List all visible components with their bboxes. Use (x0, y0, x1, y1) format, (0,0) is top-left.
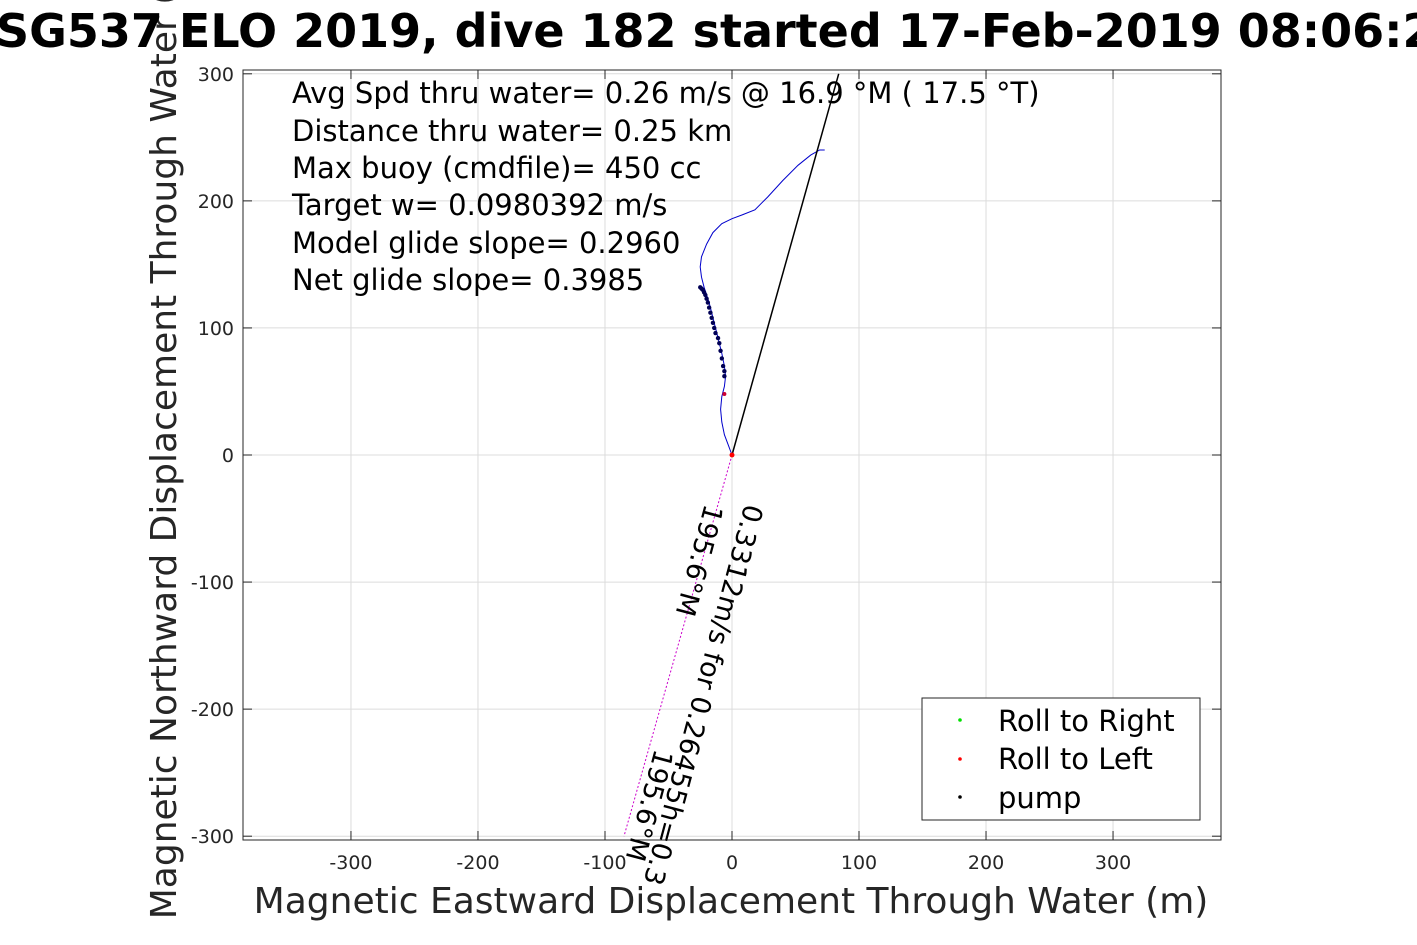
x-tick-label: 0 (726, 852, 738, 874)
legend-box (921, 697, 1201, 821)
legend-marker-pump (958, 795, 962, 799)
y-tick-label: 0 (222, 445, 234, 467)
pump-point (722, 368, 727, 374)
annotation-distance: Distance thru water= 0.25 km (292, 114, 732, 148)
pump-point (706, 305, 712, 310)
y-tick-label: -200 (191, 699, 234, 721)
pump-point (709, 315, 714, 320)
annotation-net-glide: Net glide slope= 0.3985 (292, 263, 644, 297)
pump-point (720, 363, 726, 369)
x-tick-label: -200 (456, 852, 499, 874)
pump-point (704, 296, 709, 301)
y-tick-label: 300 (198, 64, 234, 86)
y-tick-label: -100 (191, 572, 234, 594)
pump-point (718, 348, 723, 354)
current-line-path (731, 73, 840, 456)
roll-left-point (722, 392, 727, 397)
track-path (699, 149, 825, 456)
x-tick-label: 200 (968, 852, 1004, 874)
legend-marker-roll-right (958, 718, 962, 722)
x-axis-label: Magnetic Eastward Displacement Through W… (254, 881, 1209, 922)
pump-point (708, 310, 713, 315)
chart-title: SG537 ELO 2019, dive 182 started 17-Feb-… (0, 4, 1417, 58)
annotation-avg-speed: Avg Spd thru water= 0.26 m/s @ 16.9 °M (… (292, 76, 1040, 110)
annotation-max-buoy: Max buoy (cmdfile)= 450 cc (292, 151, 701, 185)
x-tick-label: -300 (329, 852, 372, 874)
pump-point (698, 285, 703, 290)
pump-point (719, 356, 725, 361)
x-tick-label: 300 (1095, 852, 1131, 874)
legend-label-roll-left: Roll to Left (998, 742, 1153, 776)
pump-point (713, 330, 718, 336)
pump-point (705, 300, 711, 305)
annotations: Avg Spd thru water= 0.26 m/s @ 16.9 °M (… (291, 76, 1040, 297)
annotation-target-w: Target w= 0.0980392 m/s (291, 188, 667, 222)
pump-point (715, 335, 721, 341)
legend: Roll to Right Roll to Left pump (921, 697, 1201, 821)
legend-label-roll-right: Roll to Right (998, 704, 1175, 738)
pump-point (710, 320, 716, 326)
ticks: -300 -200 -100 0 100 200 300 -300 -200 -100 0 100 20… (191, 64, 1221, 874)
y-tick-label: 100 (198, 318, 234, 340)
pump-point (722, 374, 727, 379)
y-tick-label: 200 (198, 191, 234, 213)
legend-label-pump: pump (998, 781, 1081, 815)
roll-left-point (729, 452, 735, 458)
x-tick-label: 100 (841, 852, 877, 874)
y-tick-label: -300 (191, 826, 234, 848)
pump-point (717, 340, 722, 346)
pump-point (712, 325, 717, 331)
overlay-layer (623, 73, 840, 837)
x-tick-label: -100 (583, 852, 626, 874)
y-axis-label: Magnetic Northward Displacement Through … (144, 0, 185, 919)
annotation-model-glide: Model glide slope= 0.2960 (292, 226, 680, 260)
series-layer (698, 149, 825, 456)
legend-marker-roll-left (958, 757, 962, 761)
